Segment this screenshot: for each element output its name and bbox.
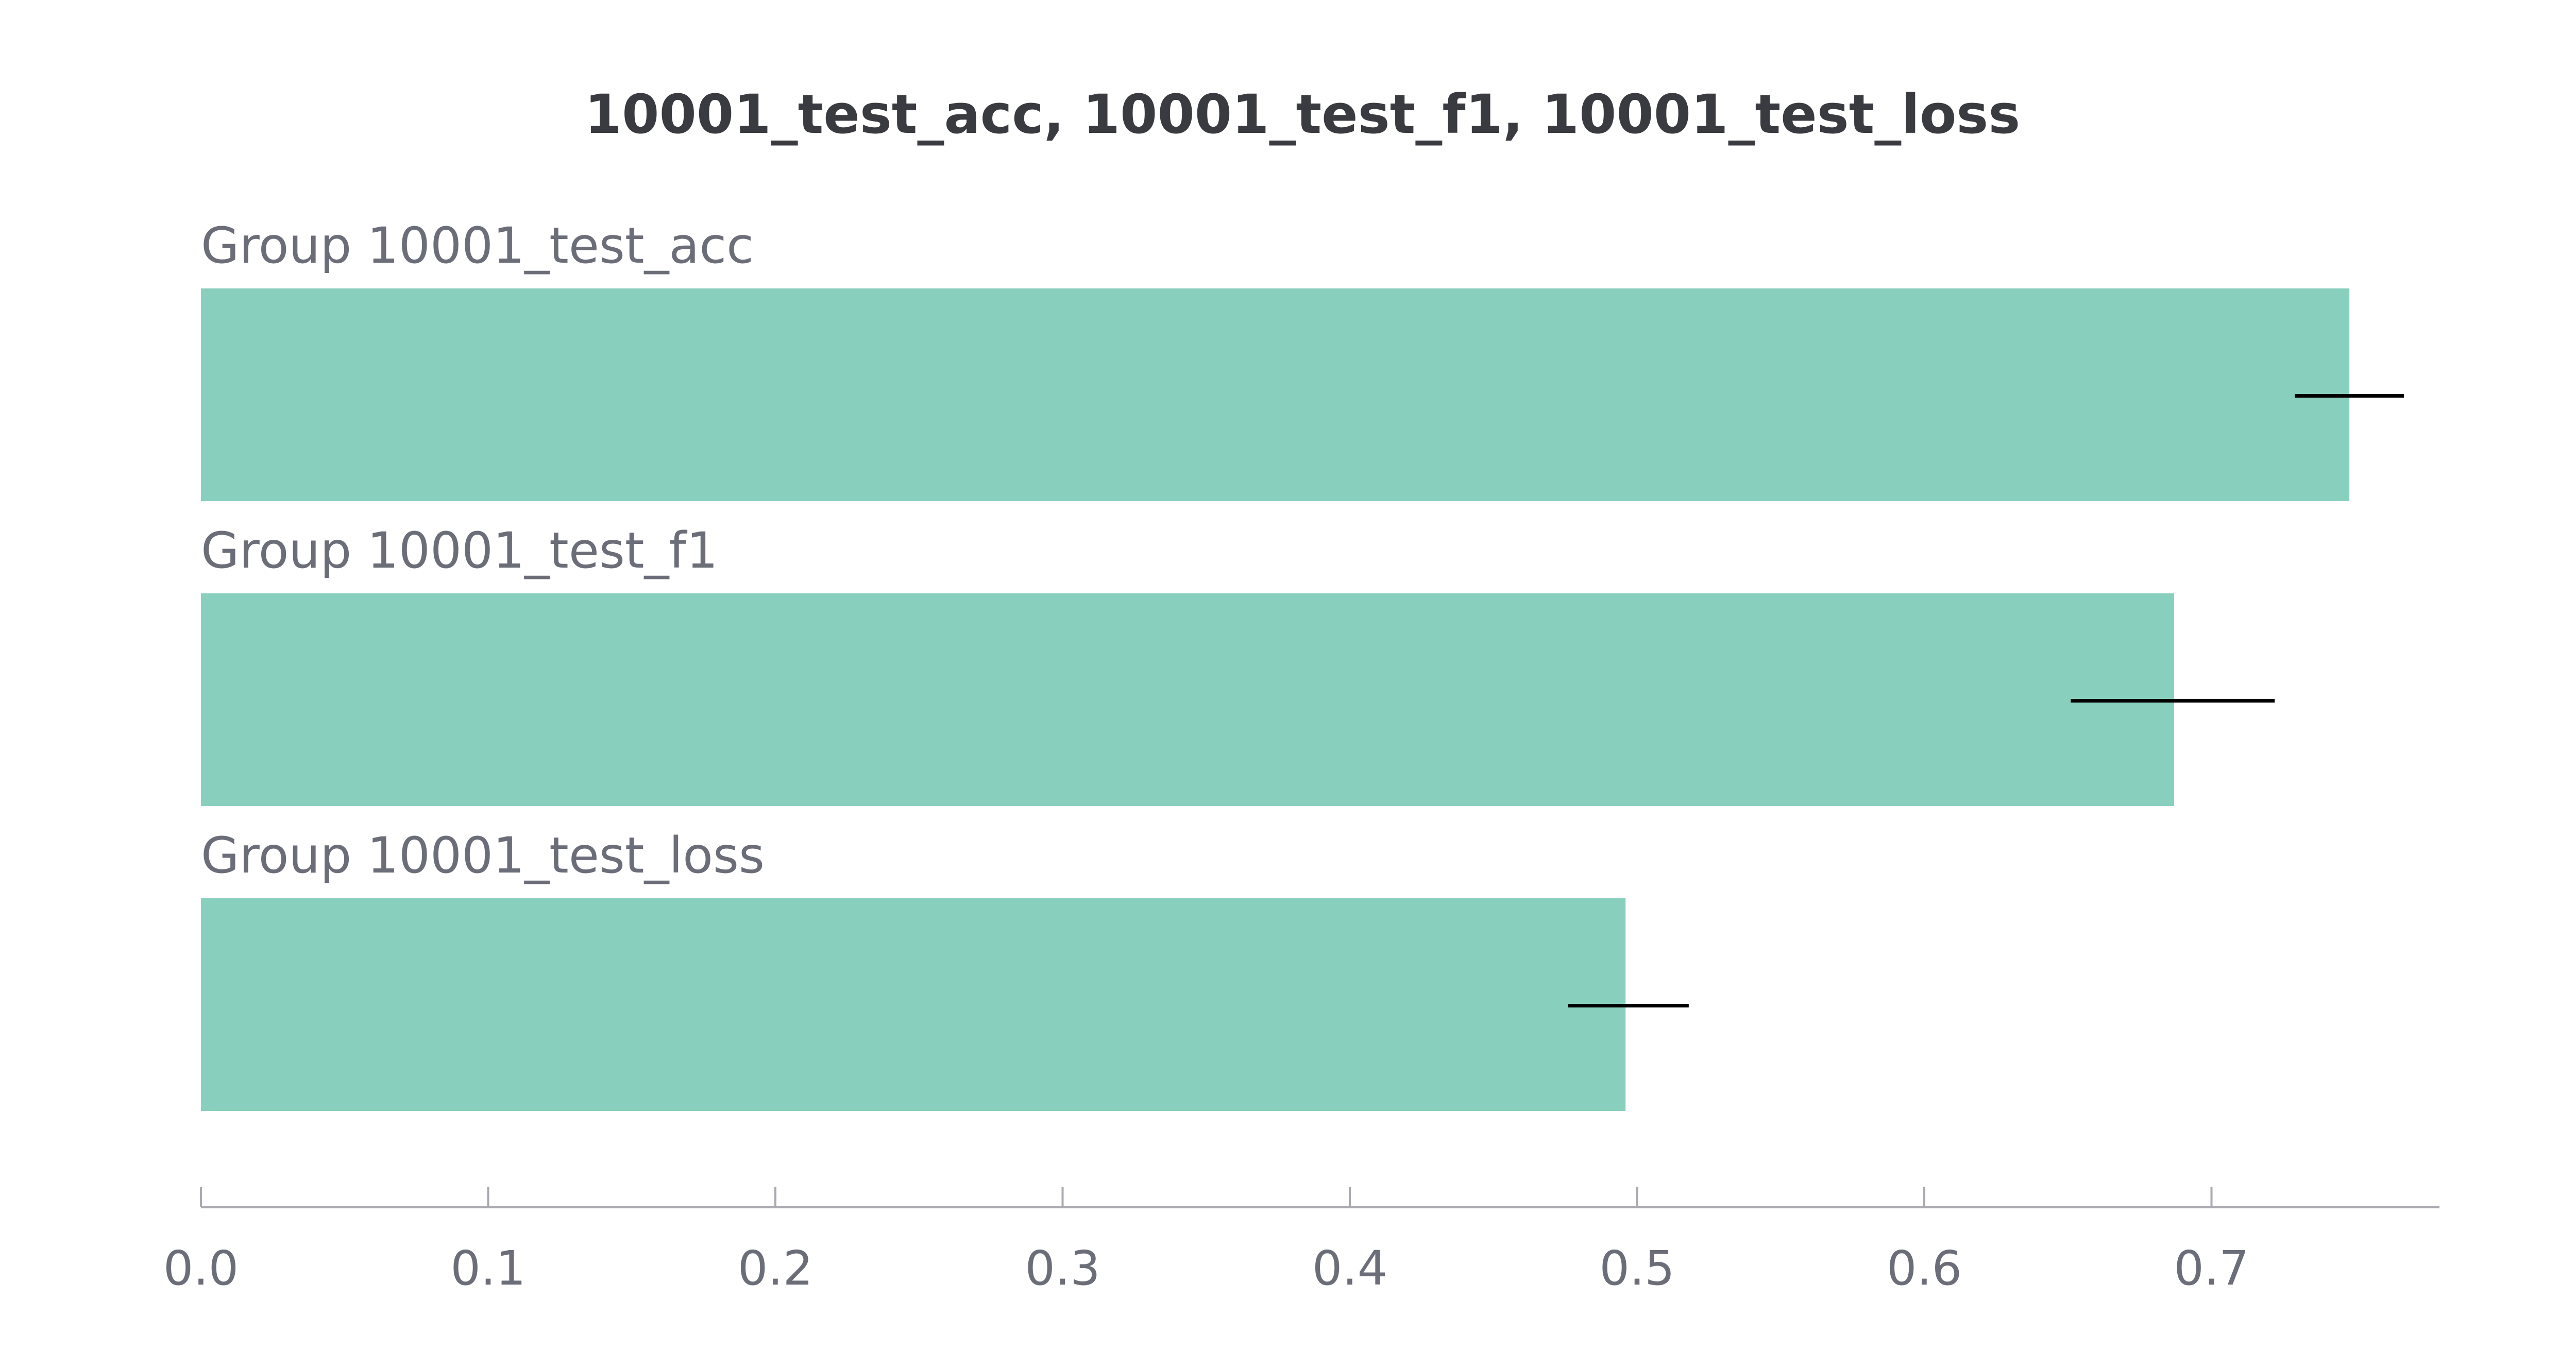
x-tick-label: 0.3 (1025, 1241, 1100, 1296)
x-tick-label: 0.4 (1312, 1241, 1387, 1296)
x-axis: 0.0 0.1 0.2 0.3 0.4 0.5 0.6 0.7 (163, 1187, 2439, 1296)
x-tick-label: 0.6 (1887, 1241, 1962, 1296)
bar (201, 898, 1626, 1111)
bar (201, 593, 2175, 806)
group-label: Group 10001_test_loss (201, 827, 765, 884)
bar-group: Group 10001_test_f1 (201, 522, 2275, 806)
bar-group: Group 10001_test_loss (201, 827, 1689, 1111)
x-tick-label: 0.7 (2174, 1241, 2249, 1296)
x-tick-label: 0.0 (163, 1241, 239, 1296)
group-label: Group 10001_test_f1 (201, 522, 718, 579)
bar-group: Group 10001_test_acc (201, 217, 2404, 501)
bars-layer: Group 10001_test_acc Group 10001_test_f1 G… (201, 217, 2404, 1111)
chart-title: 10001_test_acc, 10001_test_f1, 10001_tes… (585, 83, 2020, 146)
x-tick-label: 0.5 (1599, 1241, 1674, 1296)
x-tick-label: 0.2 (738, 1241, 813, 1296)
group-label: Group 10001_test_acc (201, 217, 754, 275)
x-tick-label: 0.1 (450, 1241, 526, 1296)
bar (201, 288, 2350, 501)
